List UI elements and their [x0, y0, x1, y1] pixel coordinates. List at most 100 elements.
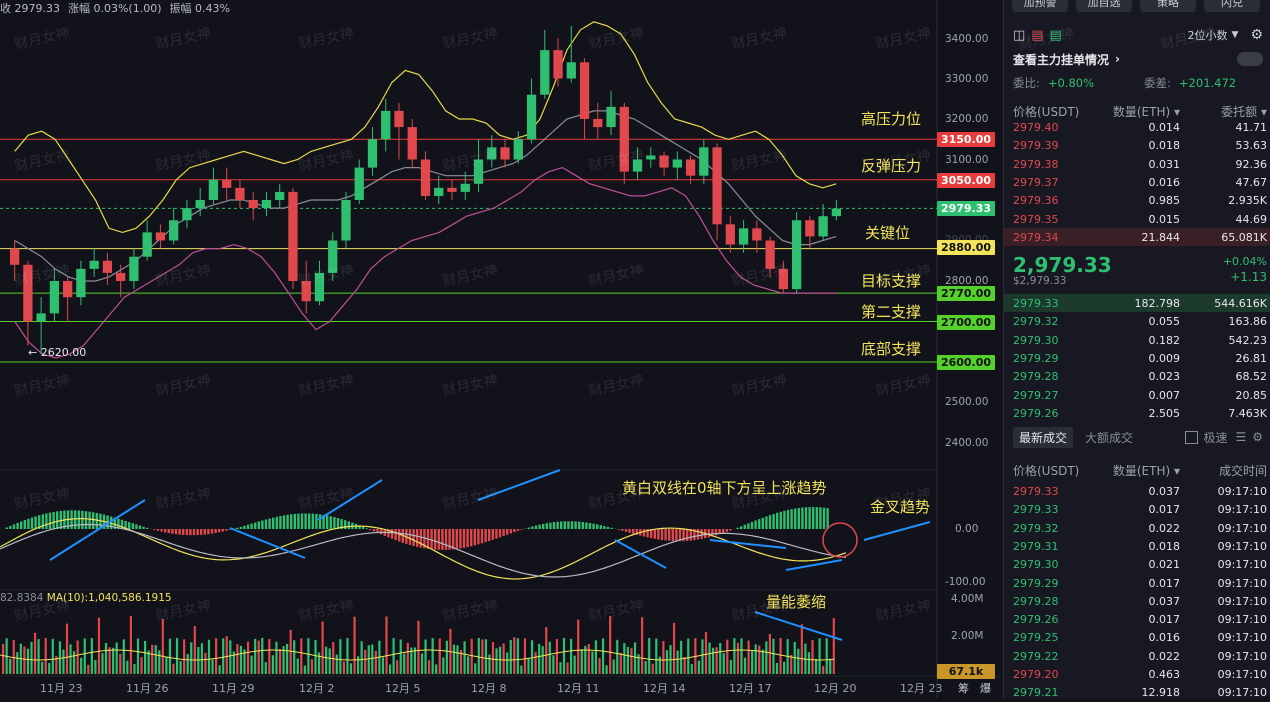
macd-bar — [481, 529, 483, 543]
candle-body — [699, 147, 708, 175]
volume-bar — [137, 639, 139, 674]
tab-latest-trades[interactable]: 最新成交 — [1013, 427, 1073, 448]
macd-bar — [628, 529, 630, 533]
add-watchlist-button[interactable]: 加自选 — [1076, 0, 1132, 12]
macd-bar — [762, 518, 764, 529]
trade-col-qty[interactable]: 数量(ETH) ▾ — [1113, 462, 1180, 479]
add-alert-button[interactable]: 加预警 — [1012, 0, 1068, 12]
macd-bar — [391, 529, 393, 539]
candle-body — [514, 139, 523, 159]
volume-bar — [723, 653, 725, 674]
fast-checkbox[interactable] — [1185, 431, 1198, 444]
volume-bar — [219, 665, 221, 674]
last-change-percent: +0.04% — [1223, 255, 1267, 268]
volume-bar — [691, 664, 693, 674]
chip-distribution-tab[interactable]: 筹 — [958, 680, 969, 696]
candle-body — [434, 188, 443, 196]
filter-icon[interactable]: ☰ — [1235, 430, 1246, 444]
macd-bar — [304, 513, 306, 529]
candle-body — [355, 168, 364, 200]
macd-bar — [675, 529, 677, 541]
trend-stroke — [786, 560, 842, 570]
candle-body — [50, 281, 59, 313]
macd-bar — [250, 524, 252, 529]
candle-body — [63, 281, 72, 297]
flash-trade-button[interactable]: 闪兑 — [1204, 0, 1260, 12]
macd-bar — [200, 529, 202, 535]
commission-diff-value: +201.472 — [1179, 76, 1236, 90]
candle-body — [262, 200, 271, 208]
strategy-button[interactable]: 策略 — [1140, 0, 1196, 12]
col-total[interactable]: 委托额 ▾ — [1221, 103, 1267, 120]
volume-bar — [34, 633, 36, 674]
price-tick: 2500.00 — [945, 396, 988, 408]
volume-bar — [730, 660, 732, 674]
settings-icon[interactable]: ⚙ — [1252, 430, 1263, 444]
trade-price: 2979.33 — [1013, 485, 1059, 498]
layout-both-icon[interactable]: ◫ — [1013, 28, 1025, 43]
main-orders-toggle[interactable] — [1237, 52, 1263, 66]
macd-bar — [502, 529, 504, 536]
macd-bar — [348, 521, 350, 529]
trade-price: 2979.33 — [1013, 503, 1059, 516]
macd-bar — [204, 529, 206, 535]
volume-bar — [48, 663, 50, 674]
row-value: 26.81 — [1236, 352, 1268, 365]
main-orders-link[interactable]: 查看主力挂单情况 › — [1013, 50, 1263, 68]
macd-bar — [621, 529, 623, 531]
volume-bar — [361, 641, 363, 674]
macd-bar — [546, 523, 548, 529]
col-qty[interactable]: 数量(ETH) ▾ — [1113, 103, 1180, 120]
volume-bar — [109, 647, 111, 674]
candle-body — [673, 160, 682, 168]
current-price-tag: 2979.33 — [937, 201, 995, 216]
volume-bar — [414, 648, 416, 674]
annotation-volume-shrink: 量能萎缩 — [766, 591, 826, 612]
row-qty: 0.015 — [1149, 213, 1181, 226]
macd-bar — [409, 529, 411, 545]
macd-bar — [171, 529, 173, 534]
layout-asks-icon[interactable]: ▤ — [1031, 28, 1043, 43]
row-qty: 0.985 — [1149, 194, 1181, 207]
row-value: 68.52 — [1236, 370, 1268, 383]
layout-bids-icon[interactable]: ▤ — [1050, 28, 1062, 43]
chevron-down-icon[interactable]: ▼ — [1232, 30, 1239, 40]
macd-bar — [826, 508, 828, 529]
macd-bar — [168, 529, 170, 533]
row-value: 65.081K — [1221, 231, 1267, 244]
row-qty: 0.007 — [1149, 389, 1181, 402]
gear-icon[interactable]: ⚙ — [1250, 27, 1263, 43]
macd-bar — [672, 529, 674, 541]
decimal-select[interactable]: 2位小数 — [1188, 27, 1228, 43]
volume-bar — [797, 649, 799, 674]
volume-bar — [783, 662, 785, 674]
candle-body — [302, 281, 311, 301]
volume-info: 82.8384 MA(10):1,040,586.1915 — [0, 592, 172, 604]
macd-bar — [153, 529, 155, 530]
macd-bar — [729, 529, 731, 530]
macd-bar — [697, 529, 699, 540]
tab-large-trades[interactable]: 大额成交 — [1085, 429, 1133, 446]
macd-bar — [193, 529, 195, 535]
liquidation-tab[interactable]: 爆 — [980, 680, 991, 696]
volume-bar — [833, 618, 835, 674]
order-panel: 加预警 加自选 策略 闪兑 ◫ ▤ ▤ 2位小数 ▼ ⚙ 查看主力挂单情况 › … — [1003, 0, 1270, 698]
volume-bar — [400, 640, 402, 674]
macd-bar — [211, 529, 213, 534]
